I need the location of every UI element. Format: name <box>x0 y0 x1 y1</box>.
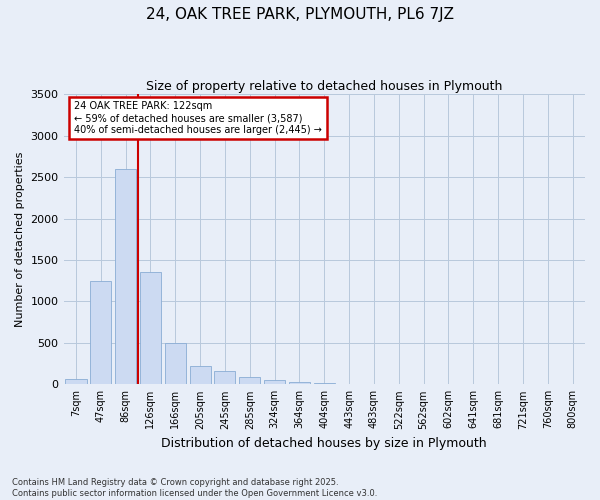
Y-axis label: Number of detached properties: Number of detached properties <box>15 152 25 327</box>
Bar <box>165 343 186 384</box>
Title: Size of property relative to detached houses in Plymouth: Size of property relative to detached ho… <box>146 80 502 93</box>
Bar <box>65 380 86 384</box>
Text: Contains HM Land Registry data © Crown copyright and database right 2025.
Contai: Contains HM Land Registry data © Crown c… <box>12 478 377 498</box>
Bar <box>264 380 285 384</box>
Bar <box>140 272 161 384</box>
Text: 24, OAK TREE PARK, PLYMOUTH, PL6 7JZ: 24, OAK TREE PARK, PLYMOUTH, PL6 7JZ <box>146 8 454 22</box>
Bar <box>115 169 136 384</box>
Bar <box>239 377 260 384</box>
Text: 24 OAK TREE PARK: 122sqm
← 59% of detached houses are smaller (3,587)
40% of sem: 24 OAK TREE PARK: 122sqm ← 59% of detach… <box>74 102 322 134</box>
X-axis label: Distribution of detached houses by size in Plymouth: Distribution of detached houses by size … <box>161 437 487 450</box>
Bar <box>90 280 112 384</box>
Bar <box>289 382 310 384</box>
Bar <box>214 371 235 384</box>
Bar <box>190 366 211 384</box>
